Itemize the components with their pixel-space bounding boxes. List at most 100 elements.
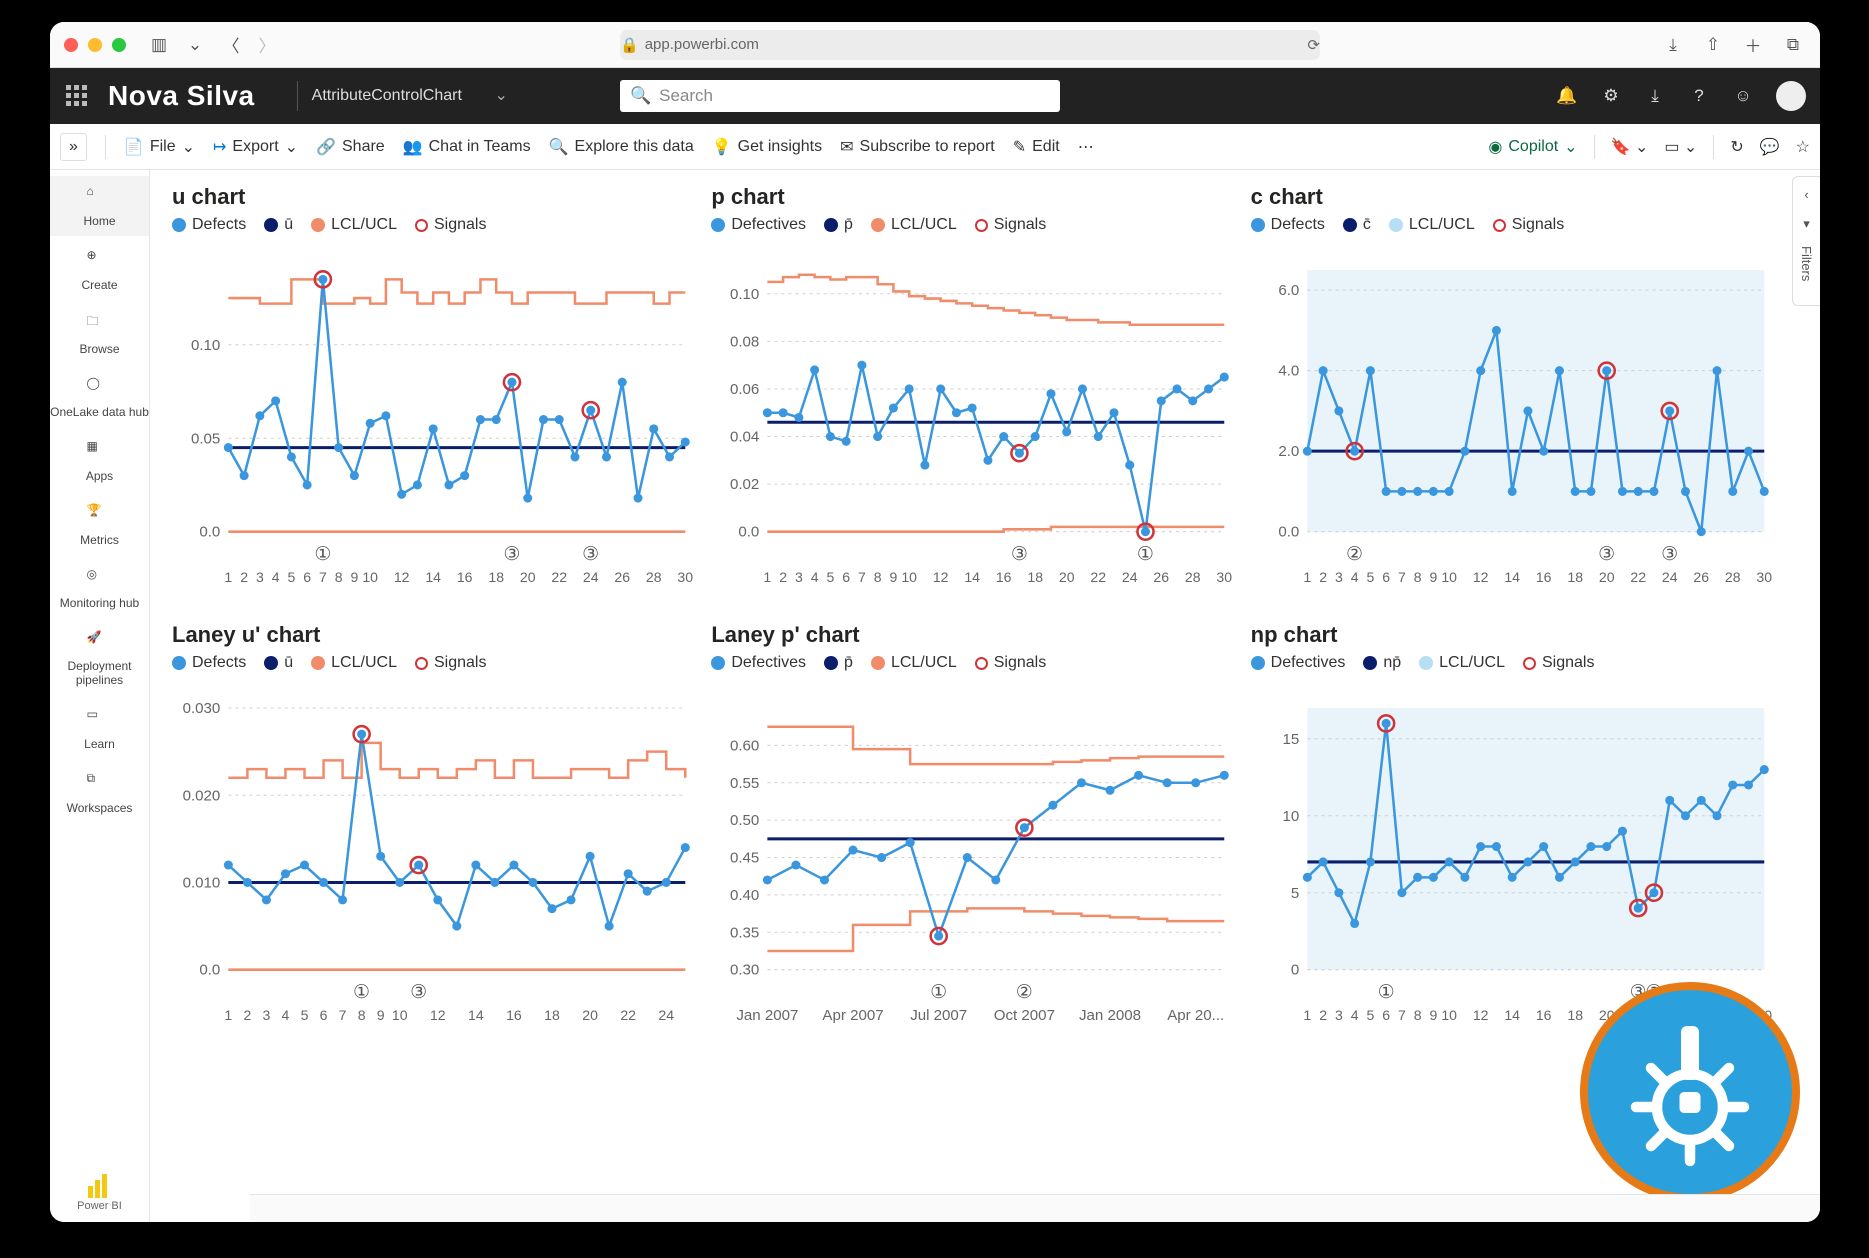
svg-text:3: 3: [1335, 569, 1343, 585]
svg-text:②: ②: [1016, 982, 1033, 1003]
brand-label: Nova Silva: [108, 80, 255, 112]
svg-text:0.30: 0.30: [730, 962, 759, 979]
chart-title: Laney p' chart: [711, 622, 1240, 648]
trophy-icon: 🏆: [87, 503, 113, 529]
close-traffic-icon[interactable]: [64, 38, 78, 52]
svg-text:0: 0: [1291, 962, 1299, 979]
nav-apps[interactable]: ▦Apps: [50, 431, 149, 491]
chart-c: c chart Defectsc̄LCL/UCLSignals 0.02.04.…: [1251, 184, 1780, 604]
nav-create[interactable]: ⊕Create: [50, 240, 149, 300]
nav-home[interactable]: ⌂Home: [50, 176, 149, 236]
svg-text:5: 5: [301, 1007, 309, 1023]
file-menu[interactable]: 📄 File ⌄: [124, 137, 195, 157]
get-insights-button[interactable]: 💡 Get insights: [712, 137, 822, 157]
svg-text:0.0: 0.0: [199, 524, 220, 541]
chart-u: u chart DefectsūLCL/UCLSignals 0.00.050.…: [172, 184, 701, 604]
feedback-icon[interactable]: ☺: [1732, 85, 1754, 107]
svg-text:③: ③: [1011, 544, 1028, 565]
left-nav: ⌂Home ⊕Create 🗀Browse ◯OneLake data hub …: [50, 170, 150, 1222]
comment-button[interactable]: 💬: [1760, 137, 1780, 157]
chat-teams-button[interactable]: 👥 Chat in Teams: [403, 137, 531, 157]
view-button[interactable]: ▭ ⌄: [1664, 137, 1697, 157]
tabgroup-chevron-icon[interactable]: ⌄: [182, 32, 208, 58]
svg-text:5: 5: [1291, 885, 1299, 902]
address-bar[interactable]: 🔒 app.powerbi.com ⟳: [620, 30, 1320, 60]
zoom-traffic-icon[interactable]: [112, 38, 126, 52]
svg-text:3: 3: [1335, 1007, 1343, 1023]
legend-item: Defectives: [711, 216, 806, 234]
edit-button[interactable]: ✎ Edit: [1013, 137, 1060, 157]
settings-gear-icon[interactable]: ⚙: [1600, 85, 1622, 107]
back-button[interactable]: 〈: [218, 32, 244, 58]
nav-deployment[interactable]: 🚀Deployment pipelines: [50, 622, 149, 694]
svg-text:26: 26: [1693, 569, 1709, 585]
lock-icon: 🔒: [620, 36, 639, 54]
favorite-button[interactable]: ☆: [1796, 137, 1810, 157]
export-menu[interactable]: ↦ Export ⌄: [213, 137, 298, 157]
more-options-button[interactable]: ⋯: [1078, 137, 1094, 157]
bookmark-button[interactable]: 🔖 ⌄: [1611, 137, 1649, 157]
share-button[interactable]: 🔗 Share: [316, 137, 385, 157]
chart-legend: DefectsūLCL/UCLSignals: [172, 654, 701, 672]
nav-monitoring[interactable]: ◎Monitoring hub: [50, 559, 149, 618]
minimize-traffic-icon[interactable]: [88, 38, 102, 52]
svg-text:30: 30: [1756, 569, 1772, 585]
notifications-icon[interactable]: 🔔: [1556, 85, 1578, 107]
svg-text:6: 6: [303, 569, 311, 585]
svg-text:7: 7: [858, 569, 866, 585]
refresh-button[interactable]: ↻: [1730, 137, 1743, 157]
svg-text:12: 12: [430, 1007, 446, 1023]
powerbi-badge[interactable]: Power BI: [77, 1172, 122, 1212]
svg-text:①: ①: [1137, 544, 1154, 565]
svg-text:0.030: 0.030: [183, 700, 221, 717]
svg-text:26: 26: [1154, 569, 1170, 585]
reload-icon[interactable]: ⟳: [1307, 36, 1320, 54]
global-search-input[interactable]: 🔍 Search: [620, 80, 1060, 112]
nav-workspaces[interactable]: ⧉Workspaces: [50, 763, 149, 823]
nav-browse[interactable]: 🗀Browse: [50, 304, 149, 364]
forward-button[interactable]: 〉: [254, 32, 280, 58]
svg-text:7: 7: [1398, 1007, 1406, 1023]
nav-metrics[interactable]: 🏆Metrics: [50, 495, 149, 555]
svg-text:26: 26: [614, 569, 630, 585]
nav-learn[interactable]: ▭Learn: [50, 699, 149, 759]
svg-text:2: 2: [780, 569, 788, 585]
app-launcher-icon[interactable]: [64, 83, 90, 109]
sidebar-toggle-icon[interactable]: ▥: [146, 32, 172, 58]
account-avatar[interactable]: [1776, 81, 1806, 111]
svg-text:18: 18: [1567, 1007, 1583, 1023]
legend-item: LCL/UCL: [1419, 654, 1505, 672]
download-icon[interactable]: ⤓: [1644, 85, 1666, 107]
svg-text:22: 22: [1091, 569, 1107, 585]
expand-ribbon-button[interactable]: »: [60, 133, 87, 161]
copilot-button[interactable]: ◉ Copilot ⌄: [1488, 137, 1577, 157]
topbar-right-icons: 🔔 ⚙ ⤓ ? ☺: [1556, 81, 1806, 111]
svg-text:15: 15: [1282, 731, 1299, 748]
book-icon: ▭: [87, 707, 113, 733]
svg-text:3: 3: [795, 569, 803, 585]
svg-text:4: 4: [1350, 1007, 1358, 1023]
subscribe-button[interactable]: ✉ Subscribe to report: [840, 137, 995, 157]
downloads-icon[interactable]: ⤓: [1660, 32, 1686, 58]
svg-text:0.0: 0.0: [1278, 524, 1299, 541]
svg-text:18: 18: [1567, 569, 1583, 585]
legend-item: Signals: [975, 216, 1046, 234]
explore-data-button[interactable]: 🔍 Explore this data: [549, 137, 694, 157]
chart-title: p chart: [711, 184, 1240, 210]
share-icon[interactable]: ⇧: [1700, 32, 1726, 58]
svg-text:18: 18: [488, 569, 504, 585]
apps-icon: ▦: [87, 439, 113, 465]
help-icon[interactable]: ?: [1688, 85, 1710, 107]
svg-text:Jul 2007: Jul 2007: [911, 1007, 968, 1024]
svg-text:8: 8: [1413, 1007, 1421, 1023]
nav-onelake[interactable]: ◯OneLake data hub: [50, 368, 149, 427]
chart-plot: 0.00.0100.0200.0301234567891012141618202…: [172, 682, 695, 1042]
new-tab-icon[interactable]: ＋: [1740, 32, 1766, 58]
chevron-left-icon: ‹: [1804, 187, 1808, 202]
workspace-selector[interactable]: AttributeControlChart: [297, 81, 522, 111]
tabs-overview-icon[interactable]: ⧉: [1780, 32, 1806, 58]
chart-legend: Defectivesnp̄LCL/UCLSignals: [1251, 654, 1780, 672]
svg-text:6: 6: [320, 1007, 328, 1023]
filters-pane-collapsed[interactable]: ‹ ▾ Filters: [1792, 176, 1820, 306]
chart-title: u chart: [172, 184, 701, 210]
